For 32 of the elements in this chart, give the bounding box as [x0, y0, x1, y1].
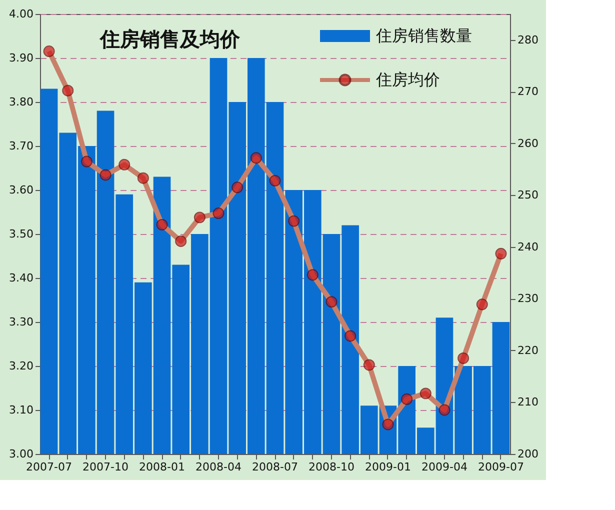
y2-tick-label: 240 — [518, 240, 538, 254]
x-tick-label: 2009-04 — [421, 460, 468, 474]
y-tick-label: 3.20 — [9, 360, 34, 372]
x-tick-label: 2007-07 — [26, 460, 72, 474]
x-tick-label: 2009-07 — [478, 460, 524, 474]
y2-tick-label: 270 — [518, 85, 538, 98]
y-tick-label: 3.60 — [9, 184, 34, 196]
y2-tick-label: 210 — [518, 396, 538, 409]
y2-tick-label: 260 — [518, 136, 538, 150]
y2-tick-label: 280 — [518, 33, 538, 46]
legend-label: 住房销售数量 — [375, 26, 472, 45]
x-tick-label: 2008-07 — [252, 460, 298, 474]
y-tick-label: 3.10 — [9, 404, 34, 416]
x-tick-label: 2008-01 — [139, 460, 186, 474]
x-tick-label: 2009-01 — [364, 460, 411, 474]
y-tick-label: 3.80 — [9, 96, 34, 108]
y-tick-label: 3.70 — [9, 140, 34, 152]
y-tick-label: 3.00 — [9, 448, 34, 460]
x-tick-label: 2008-04 — [196, 460, 242, 474]
y2-tick-label: 250 — [518, 188, 538, 202]
y-tick-label: 3.90 — [9, 52, 34, 64]
x-tick-label: 2008-10 — [308, 460, 354, 474]
text: 住房销售及均价 — [99, 27, 241, 51]
y-tick-label: 3.50 — [9, 228, 34, 240]
y2-tick-label: 230 — [518, 292, 538, 306]
legend-label: 住房均价 — [375, 70, 440, 89]
y2-tick-label: 200 — [518, 448, 538, 460]
x-tick-label: 2007-10 — [82, 460, 129, 474]
y-tick-label: 4.00 — [9, 8, 34, 20]
y2-tick-label: 220 — [518, 344, 538, 357]
y-tick-label: 3.40 — [9, 272, 34, 284]
y-tick-label: 3.30 — [9, 316, 34, 328]
